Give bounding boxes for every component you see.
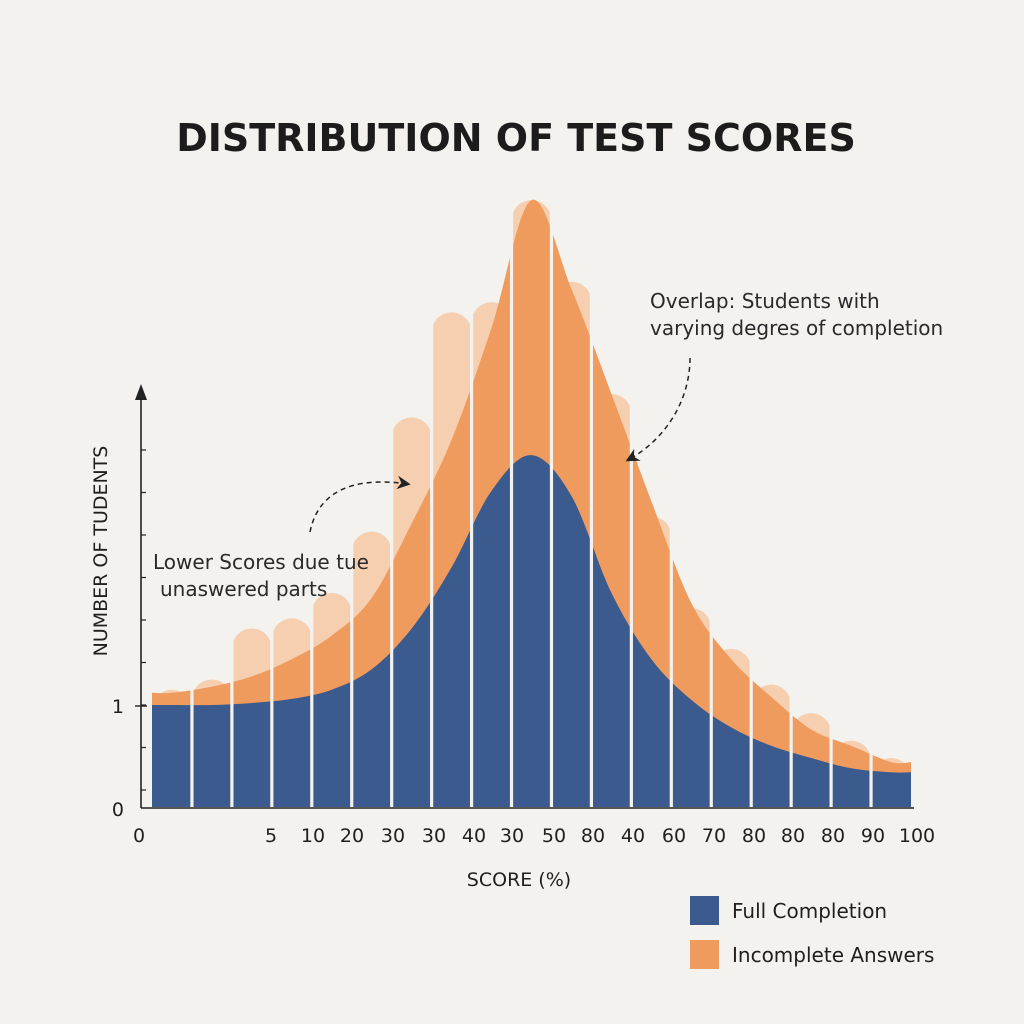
x-tick-label: 0 — [133, 825, 145, 847]
x-tick-label: 70 — [702, 825, 726, 847]
annotation-overlap-line-2: varying degres of completion — [650, 316, 943, 340]
x-tick-label: 100 — [899, 825, 935, 847]
y-axis-label: NUMBER OF TUDENTS — [90, 446, 112, 657]
y-tick-label-0: 0 — [112, 799, 124, 821]
legend-label-full-completion: Full Completion — [732, 899, 887, 923]
x-tick-labels: 0 5 10 20 30 30 40 30 50 80 40 60 70 80 80 80 90 100 — [133, 825, 935, 847]
x-tick-label: 80 — [742, 825, 766, 847]
legend-swatch-incomplete-answers — [690, 940, 719, 969]
annotation-lower-scores-line-1: Lower Scores due tue — [153, 550, 369, 574]
legend: Full Completion Incomplete Answers — [690, 896, 934, 969]
annotation-lower-scores-arrow-icon — [309, 475, 411, 533]
series-full-completion-shape — [152, 455, 911, 807]
legend-swatch-full-completion — [690, 896, 719, 925]
bar-dividers — [190, 196, 873, 807]
x-axis-label: SCORE (%) — [467, 869, 571, 891]
x-tick-label: 5 — [265, 825, 277, 847]
y-axis-arrow-icon — [135, 384, 147, 400]
x-tick-label: 40 — [621, 825, 645, 847]
x-tick-label: 30 — [381, 825, 405, 847]
legend-label-incomplete-answers: Incomplete Answers — [732, 943, 934, 967]
x-tick-label: 10 — [301, 825, 325, 847]
annotation-lower-scores-line-2: unaswered parts — [160, 577, 327, 601]
annotation-overlap-arrow-icon — [625, 357, 691, 462]
x-tick-label: 20 — [340, 825, 364, 847]
y-tick-label-1: 1 — [112, 696, 124, 718]
x-tick-label: 30 — [500, 825, 524, 847]
x-tick-label: 80 — [781, 825, 805, 847]
x-tick-label: 80 — [581, 825, 605, 847]
x-tick-label: 90 — [861, 825, 885, 847]
annotation-overlap: Overlap: Students with varying degres of… — [625, 289, 943, 462]
annotation-overlap-line-1: Overlap: Students with — [650, 289, 880, 313]
x-tick-label: 80 — [821, 825, 845, 847]
x-tick-label: 40 — [462, 825, 486, 847]
x-tick-label: 30 — [422, 825, 446, 847]
annotation-lower-scores: Lower Scores due tue unaswered parts — [153, 475, 411, 601]
y-axis — [135, 384, 147, 808]
full-completion-area — [152, 455, 911, 807]
x-tick-label: 50 — [542, 825, 566, 847]
chart-title: DISTRIBUTION OF TEST SCORES — [176, 116, 856, 160]
x-tick-label: 60 — [662, 825, 686, 847]
